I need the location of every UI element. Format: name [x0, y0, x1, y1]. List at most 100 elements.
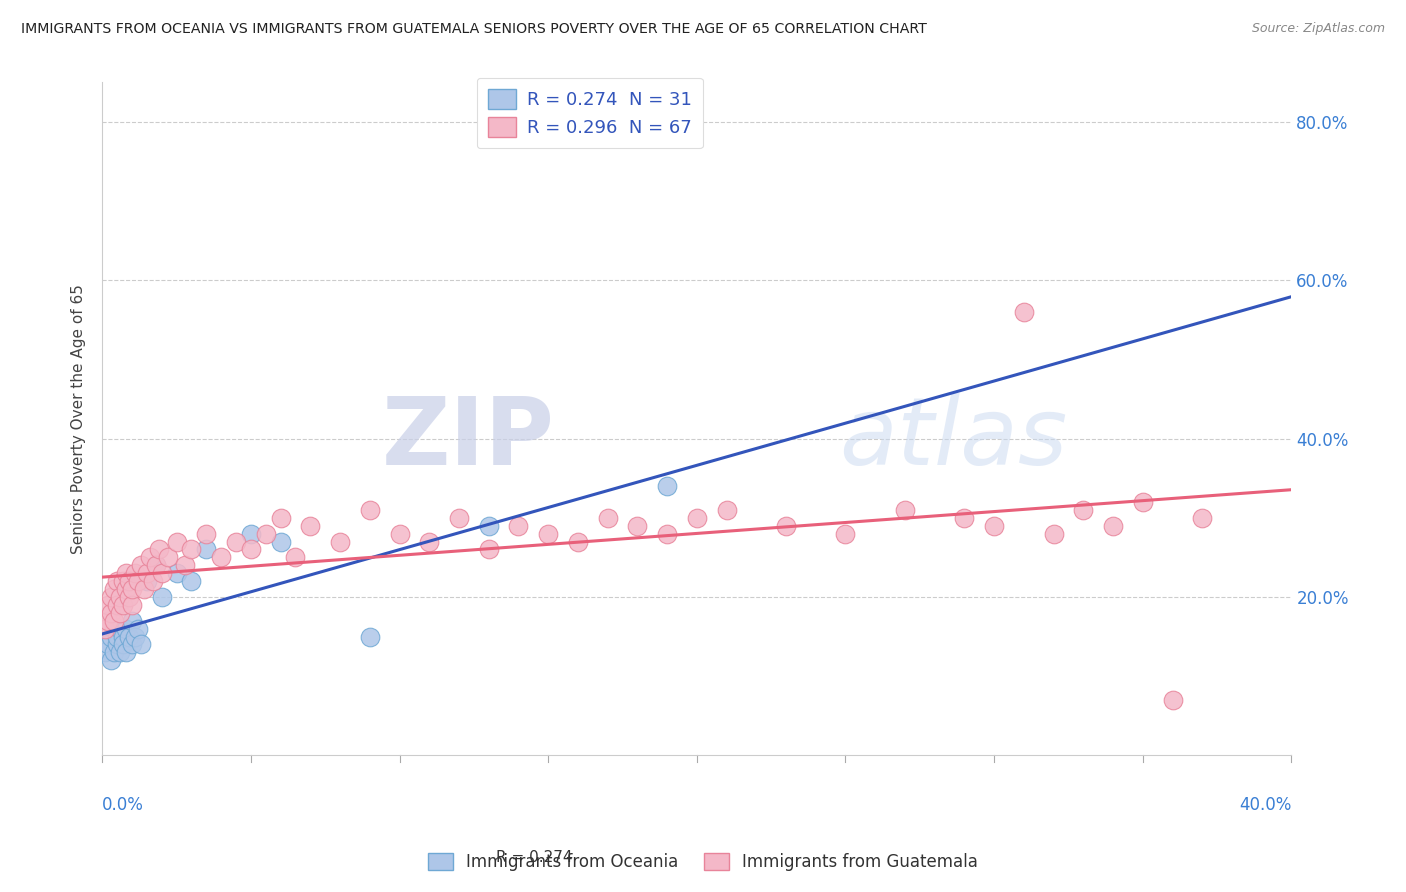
- Point: [108, 606, 131, 620]
- Point: [121, 614, 143, 628]
- Text: atlas: atlas: [839, 393, 1067, 484]
- Point: [121, 598, 143, 612]
- Point: [775, 518, 797, 533]
- Point: [359, 503, 381, 517]
- Point: [537, 526, 560, 541]
- Point: [166, 566, 188, 581]
- Point: [596, 510, 619, 524]
- Text: R = 0.274: R = 0.274: [496, 850, 572, 865]
- Point: [118, 574, 141, 588]
- Point: [118, 630, 141, 644]
- Point: [97, 598, 120, 612]
- Point: [166, 534, 188, 549]
- Point: [108, 590, 131, 604]
- Point: [299, 518, 322, 533]
- Point: [111, 598, 134, 612]
- Point: [329, 534, 352, 549]
- Point: [103, 614, 125, 628]
- Point: [135, 574, 157, 588]
- Point: [626, 518, 648, 533]
- Point: [174, 558, 197, 573]
- Point: [108, 645, 131, 659]
- Point: [121, 637, 143, 651]
- Point: [121, 582, 143, 596]
- Point: [100, 606, 122, 620]
- Point: [129, 558, 152, 573]
- Point: [135, 566, 157, 581]
- Point: [150, 590, 173, 604]
- Point: [195, 542, 218, 557]
- Point: [1012, 305, 1035, 319]
- Point: [94, 645, 117, 659]
- Point: [254, 526, 277, 541]
- Point: [478, 518, 501, 533]
- Point: [567, 534, 589, 549]
- Point: [180, 542, 202, 557]
- Point: [270, 534, 292, 549]
- Point: [94, 622, 117, 636]
- Point: [103, 622, 125, 636]
- Point: [1132, 495, 1154, 509]
- Text: 40.0%: 40.0%: [1239, 796, 1292, 814]
- Point: [105, 574, 128, 588]
- Point: [1191, 510, 1213, 524]
- Point: [156, 550, 179, 565]
- Legend: Immigrants from Oceania, Immigrants from Guatemala: Immigrants from Oceania, Immigrants from…: [420, 845, 986, 880]
- Point: [1042, 526, 1064, 541]
- Point: [100, 653, 122, 667]
- Point: [284, 550, 307, 565]
- Point: [148, 542, 170, 557]
- Point: [655, 479, 678, 493]
- Point: [132, 582, 155, 596]
- Point: [834, 526, 856, 541]
- Point: [100, 590, 122, 604]
- Point: [686, 510, 709, 524]
- Point: [124, 566, 146, 581]
- Point: [111, 637, 134, 651]
- Point: [716, 503, 738, 517]
- Point: [108, 622, 131, 636]
- Point: [105, 598, 128, 612]
- Point: [953, 510, 976, 524]
- Point: [97, 614, 120, 628]
- Point: [145, 558, 167, 573]
- Point: [105, 630, 128, 644]
- Point: [127, 622, 149, 636]
- Point: [209, 550, 232, 565]
- Point: [111, 574, 134, 588]
- Point: [124, 630, 146, 644]
- Point: [103, 645, 125, 659]
- Point: [115, 645, 138, 659]
- Point: [447, 510, 470, 524]
- Text: IMMIGRANTS FROM OCEANIA VS IMMIGRANTS FROM GUATEMALA SENIORS POVERTY OVER THE AG: IMMIGRANTS FROM OCEANIA VS IMMIGRANTS FR…: [21, 22, 927, 37]
- Point: [388, 526, 411, 541]
- Point: [115, 622, 138, 636]
- Point: [359, 630, 381, 644]
- Point: [894, 503, 917, 517]
- Point: [418, 534, 440, 549]
- Point: [100, 630, 122, 644]
- Point: [97, 637, 120, 651]
- Text: Source: ZipAtlas.com: Source: ZipAtlas.com: [1251, 22, 1385, 36]
- Point: [115, 582, 138, 596]
- Point: [111, 630, 134, 644]
- Point: [478, 542, 501, 557]
- Point: [270, 510, 292, 524]
- Text: 0.0%: 0.0%: [103, 796, 143, 814]
- Point: [142, 574, 165, 588]
- Point: [150, 566, 173, 581]
- Point: [115, 566, 138, 581]
- Point: [139, 550, 162, 565]
- Point: [239, 526, 262, 541]
- Point: [239, 542, 262, 557]
- Point: [195, 526, 218, 541]
- Point: [105, 637, 128, 651]
- Point: [129, 637, 152, 651]
- Point: [145, 558, 167, 573]
- Point: [225, 534, 247, 549]
- Point: [103, 582, 125, 596]
- Point: [508, 518, 530, 533]
- Point: [983, 518, 1005, 533]
- Text: ZIP: ZIP: [381, 393, 554, 485]
- Y-axis label: Seniors Poverty Over the Age of 65: Seniors Poverty Over the Age of 65: [72, 284, 86, 554]
